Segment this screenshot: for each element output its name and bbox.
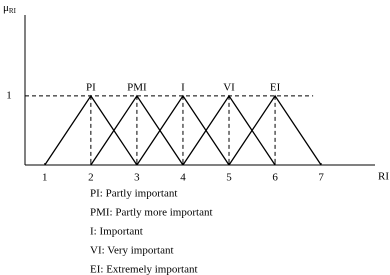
x-tick-label: 6 bbox=[272, 172, 278, 184]
x-tick-label: 3 bbox=[134, 172, 140, 184]
y-axis-label: μRI bbox=[3, 2, 17, 15]
legend-note: I: Important bbox=[90, 226, 143, 238]
peak-label: VI bbox=[223, 81, 235, 93]
peak-label: PMI bbox=[127, 81, 147, 93]
peak-label: EI bbox=[270, 81, 281, 93]
legend-note: VI: Very important bbox=[90, 245, 174, 257]
y-tick-label: 1 bbox=[6, 89, 12, 101]
x-tick-label: 7 bbox=[318, 172, 324, 184]
legend-note: PMI: Partly more important bbox=[90, 207, 213, 219]
legend-note: PI: Partly important bbox=[90, 188, 177, 200]
legend-note: EI: Extremely important bbox=[90, 264, 198, 275]
x-tick-label: 4 bbox=[180, 172, 186, 184]
y-label-subscript: RI bbox=[9, 7, 17, 15]
x-tick-label: 5 bbox=[226, 172, 232, 184]
x-tick-label: 1 bbox=[42, 172, 48, 184]
x-tick-label: 2 bbox=[88, 172, 94, 184]
peak-label: PI bbox=[86, 81, 96, 93]
peak-label: I bbox=[181, 81, 185, 93]
y-label-symbol: μ bbox=[3, 2, 9, 14]
x-axis-label: RI bbox=[378, 171, 389, 183]
